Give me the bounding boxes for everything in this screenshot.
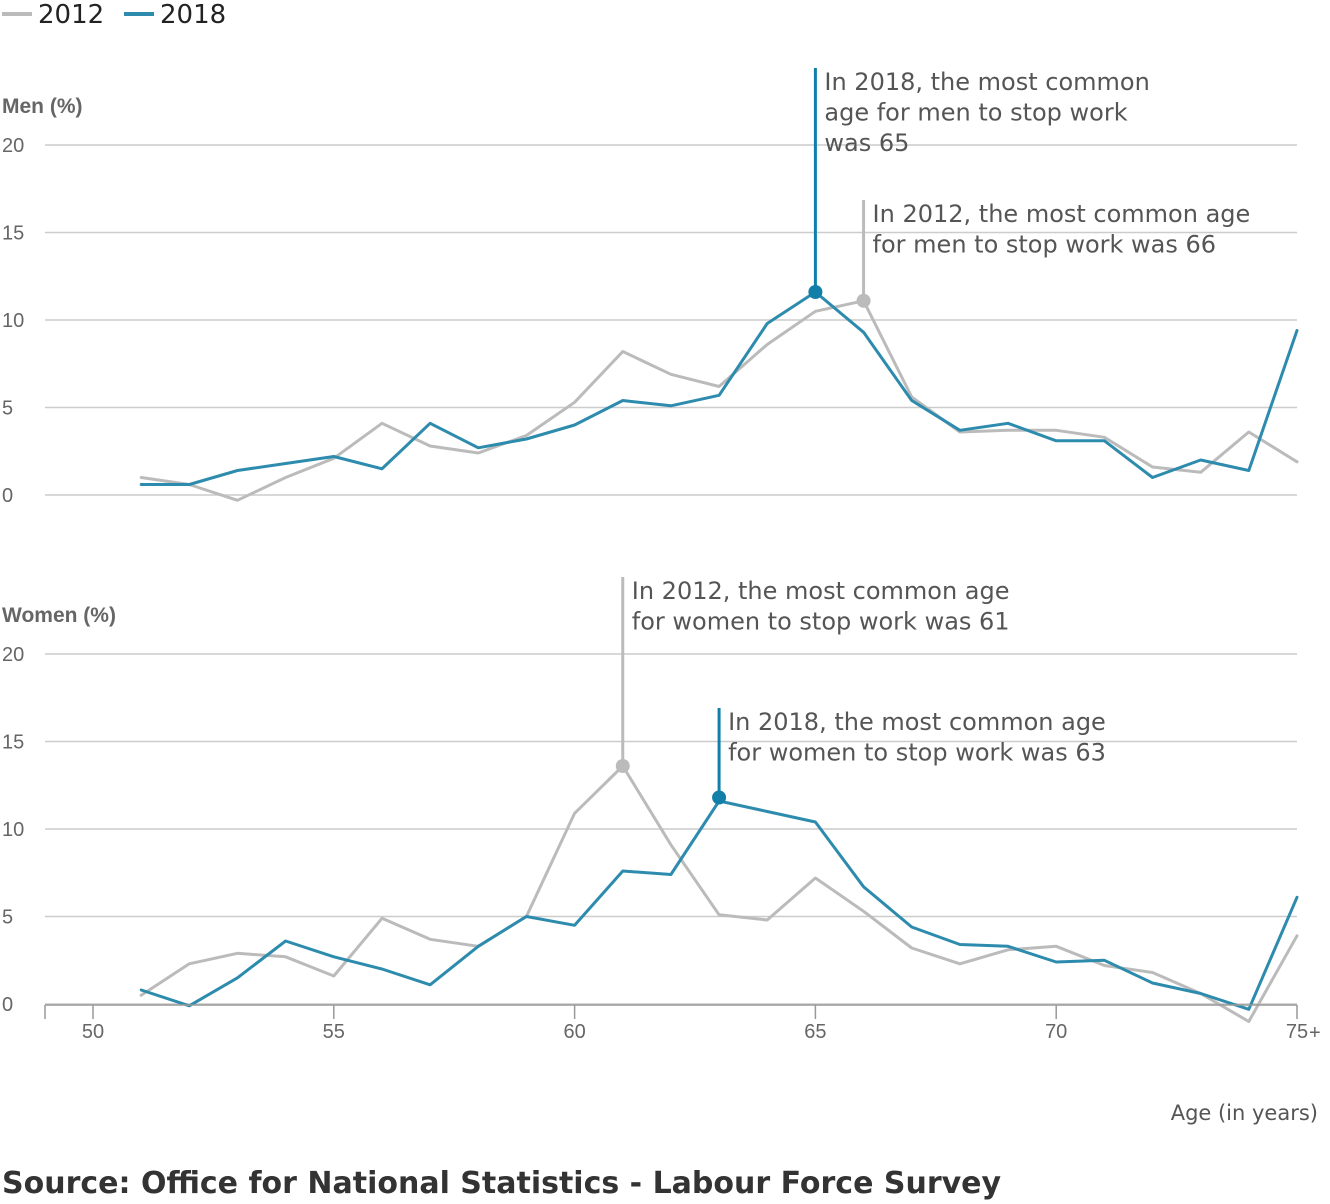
men-annotation-2018-text: In 2018, the most common bbox=[824, 68, 1149, 96]
women-ytick-label: 10 bbox=[2, 819, 24, 841]
x-tick-label: 75 bbox=[1286, 1021, 1308, 1043]
men-annotation-2018-marker bbox=[808, 285, 823, 299]
men-annotation-2012-marker bbox=[856, 293, 871, 308]
x-axis-label: Age (in years) bbox=[1171, 1101, 1318, 1125]
women-annotation-2012-text: In 2012, the most common age bbox=[632, 577, 1010, 605]
men-annotation-2012-text: for men to stop work was 66 bbox=[873, 231, 1217, 259]
legend: 2012 2018 bbox=[2, 0, 226, 30]
women-annotation-2012-marker bbox=[615, 759, 630, 773]
men-annotation-2012-text: In 2012, the most common age bbox=[873, 200, 1251, 228]
men-series-2018-line bbox=[139, 290, 1299, 486]
women-panel-label: Women (%) bbox=[2, 604, 116, 627]
men-ytick-label: 5 bbox=[2, 398, 13, 420]
men-ytick-label: 20 bbox=[2, 135, 24, 157]
men-panel-label: Men (%) bbox=[2, 95, 83, 118]
women-series-2012-line bbox=[139, 764, 1299, 1023]
men-ytick-label: 0 bbox=[2, 485, 13, 507]
panel-women: Women (%) 0 5 10 15 20 In 2012, the most com… bbox=[2, 577, 1299, 1023]
women-annotation-2018-text: for women to stop work was 63 bbox=[728, 739, 1106, 767]
men-ytick-label: 10 bbox=[2, 310, 24, 332]
women-ytick-label: 20 bbox=[2, 644, 24, 666]
legend-label-2012: 2012 bbox=[38, 0, 104, 30]
x-axis: 50 55 60 65 70 75 + bbox=[44, 1004, 1321, 1044]
women-annotation-2018-text: In 2018, the most common age bbox=[728, 708, 1106, 736]
panel-men: Men (%) 0 5 10 15 20 In 2018, the most commo… bbox=[2, 68, 1299, 507]
legend-label-2018: 2018 bbox=[160, 0, 226, 30]
source-note: Source: Office for National Statistics -… bbox=[2, 1166, 1002, 1201]
x-tick-label: 65 bbox=[804, 1021, 826, 1043]
men-annotation-2018-text: age for men to stop work bbox=[824, 99, 1127, 127]
women-ytick-label: 5 bbox=[2, 907, 13, 929]
men-series-2012-line bbox=[139, 299, 1299, 502]
x-tick-label: 70 bbox=[1045, 1021, 1067, 1043]
men-annotation-2018-text: was 65 bbox=[824, 129, 909, 157]
women-annotation-2012-text: for women to stop work was 61 bbox=[632, 608, 1010, 636]
women-ytick-label: 15 bbox=[2, 732, 24, 754]
women-annotation-2018-marker bbox=[712, 790, 727, 805]
x-tick-label: 60 bbox=[563, 1021, 585, 1043]
women-ytick-label: 0 bbox=[2, 994, 13, 1016]
men-ytick-label: 15 bbox=[2, 223, 24, 245]
women-series-2018-line bbox=[139, 799, 1299, 1011]
x-tick-label: 55 bbox=[323, 1021, 345, 1043]
x-tick-label: 50 bbox=[82, 1021, 104, 1043]
x-tick-plus-suffix: + bbox=[1309, 1022, 1321, 1044]
